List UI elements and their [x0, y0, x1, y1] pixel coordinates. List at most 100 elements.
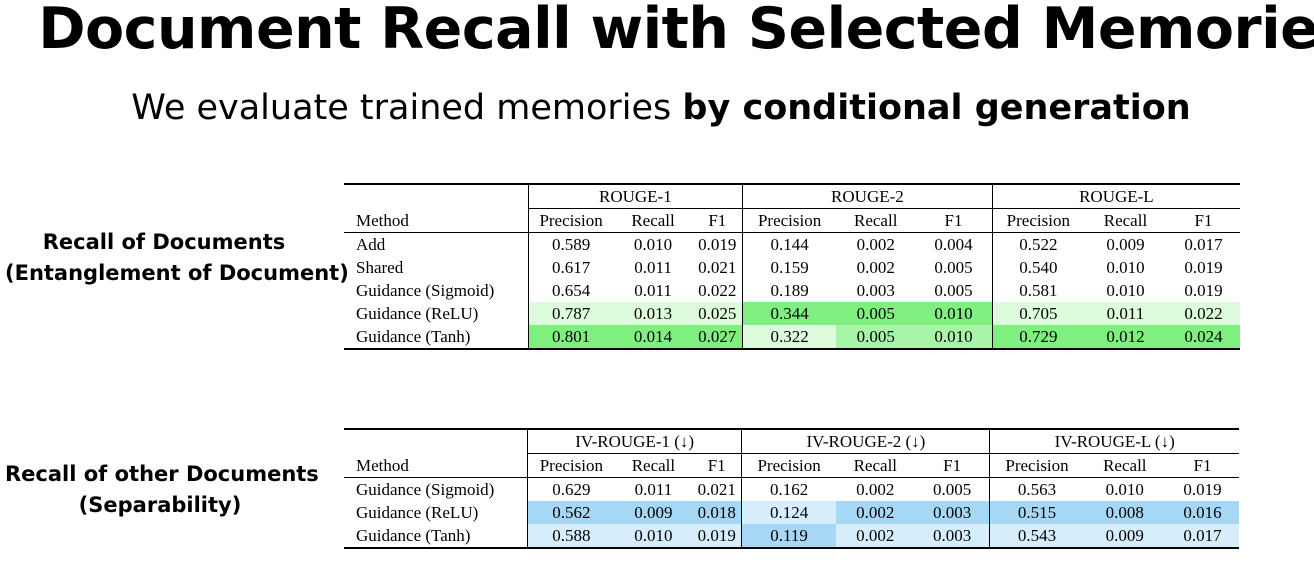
method-column-header: Method — [344, 453, 528, 478]
value-cell: 0.010 — [915, 302, 993, 325]
value-cell: 0.009 — [1106, 235, 1145, 254]
value-cell: 0.009 — [1083, 524, 1166, 549]
value-cell: 0.011 — [634, 480, 673, 499]
table-group-header-row: ROUGE-1 ROUGE-2 ROUGE-L — [344, 183, 1240, 209]
column-header: Precision — [989, 453, 1084, 478]
value-cell: 0.022 — [1167, 302, 1240, 325]
value-cell: 0.011 — [634, 281, 672, 300]
table-row: Guidance (ReLU) 0.787 0.013 0.025 0.344 0.005… — [344, 302, 1240, 325]
table-group-header-row: IV-ROUGE-1 (↓) IV-ROUGE-2 (↓) IV-ROUGE-L… — [344, 428, 1239, 454]
value-cell: 0.162 — [769, 480, 809, 499]
value-cell: 0.019 — [691, 524, 743, 549]
value-cell: 0.018 — [691, 501, 743, 524]
value-cell: 0.009 — [614, 501, 692, 524]
column-header: Recall — [835, 453, 915, 478]
table-subheader-row: Method Precision Recall F1 Precision Rec… — [344, 208, 1240, 233]
value-cell: 0.010 — [633, 235, 673, 254]
value-cell: 0.005 — [836, 302, 916, 325]
value-cell: 0.019 — [1184, 281, 1223, 300]
method-cell: Guidance (ReLU) — [344, 501, 528, 524]
value-cell: 0.322 — [742, 325, 837, 350]
value-cell: 0.002 — [835, 524, 915, 549]
value-cell: 0.515 — [989, 501, 1084, 524]
table-row: Add 0.589 0.010 0.019 0.144 0.002 0.004 0.522 0.… — [344, 232, 1240, 256]
subtitle-bold: by conditional generation — [682, 88, 1191, 128]
section2-label-line1: Recall of other Documents — [5, 462, 319, 486]
column-header: Recall — [836, 208, 916, 233]
value-cell: 0.013 — [613, 302, 693, 325]
value-cell: 0.014 — [613, 325, 693, 350]
section1-label-line1: Recall of Documents — [42, 230, 286, 254]
table-row: Guidance (Tanh) 0.801 0.014 0.027 0.322 0.005… — [344, 325, 1240, 350]
value-cell: 0.019 — [692, 232, 744, 256]
value-cell: 0.124 — [741, 501, 836, 524]
value-cell: 0.021 — [692, 256, 744, 279]
value-cell: 0.004 — [915, 232, 993, 256]
value-cell: 0.019 — [1184, 258, 1223, 277]
value-cell: 0.016 — [1165, 501, 1239, 524]
value-cell: 0.017 — [1165, 524, 1239, 549]
value-cell: 0.705 — [992, 302, 1084, 325]
value-cell: 0.543 — [989, 524, 1084, 549]
column-header: F1 — [691, 453, 743, 478]
value-cell: 0.003 — [856, 281, 895, 300]
column-header: F1 — [915, 208, 993, 233]
table-row: Guidance (Sigmoid) 0.654 0.011 0.022 0.189 0.… — [344, 279, 1240, 302]
method-cell: Guidance (Tanh) — [344, 524, 528, 549]
value-cell: 0.787 — [528, 302, 614, 325]
section2-label-line2: (Separability) — [78, 493, 242, 517]
header-spacer — [344, 183, 529, 209]
method-cell: Shared — [344, 256, 529, 279]
value-cell: 0.027 — [692, 325, 744, 350]
group-header: IV-ROUGE-2 (↓) — [741, 428, 991, 454]
page-subtitle: We evaluate trained memories by conditio… — [0, 88, 1314, 128]
rouge-table: ROUGE-1 ROUGE-2 ROUGE-L Method Precision… — [344, 183, 1240, 350]
value-cell: 0.010 — [1106, 258, 1145, 277]
method-cell: Add — [344, 232, 529, 256]
value-cell: 0.344 — [742, 302, 837, 325]
value-cell: 0.021 — [691, 477, 743, 501]
column-header: F1 — [692, 208, 744, 233]
column-header: F1 — [1167, 208, 1240, 233]
value-cell: 0.119 — [741, 524, 836, 549]
value-cell: 0.010 — [1106, 281, 1145, 300]
column-header: Recall — [1083, 208, 1168, 233]
value-cell: 0.563 — [1017, 480, 1057, 499]
column-header: Precision — [527, 453, 615, 478]
value-cell: 0.581 — [1019, 281, 1058, 300]
value-cell: 0.010 — [614, 524, 692, 549]
table-subheader-row: Method Precision Recall F1 Precision Rec… — [344, 453, 1239, 478]
table-row: Guidance (Sigmoid) 0.629 0.011 0.021 0.162 0.… — [344, 477, 1239, 501]
value-cell: 0.005 — [915, 256, 993, 279]
value-cell: 0.629 — [552, 480, 591, 499]
group-header: IV-ROUGE-1 (↓) — [527, 428, 743, 454]
value-cell: 0.017 — [1184, 235, 1223, 254]
value-cell: 0.011 — [1083, 302, 1168, 325]
value-cell: 0.008 — [1083, 501, 1166, 524]
value-cell: 0.801 — [528, 325, 614, 350]
header-spacer — [344, 428, 528, 454]
value-cell: 0.588 — [527, 524, 615, 549]
value-cell: 0.617 — [551, 258, 591, 277]
value-cell: 0.654 — [551, 281, 591, 300]
value-cell: 0.540 — [1019, 258, 1058, 277]
value-cell: 0.189 — [770, 281, 809, 300]
value-cell: 0.005 — [915, 279, 993, 302]
column-header: F1 — [1165, 453, 1239, 478]
value-cell: 0.003 — [914, 501, 991, 524]
value-cell: 0.729 — [992, 325, 1084, 350]
value-cell: 0.002 — [856, 480, 895, 499]
group-header: IV-ROUGE-L (↓) — [989, 428, 1239, 454]
column-header: Precision — [742, 208, 837, 233]
table-row: Shared 0.617 0.011 0.021 0.159 0.002 0.005 0.54… — [344, 256, 1240, 279]
table-row: Guidance (Tanh) 0.588 0.010 0.019 0.119 0.002… — [344, 524, 1239, 549]
value-cell: 0.522 — [1019, 235, 1058, 254]
group-header: ROUGE-L — [992, 183, 1240, 209]
value-cell: 0.010 — [1105, 480, 1144, 499]
section1-label-line2: (Entanglement of Document) — [5, 261, 349, 285]
value-cell: 0.010 — [915, 325, 993, 350]
value-cell: 0.025 — [692, 302, 744, 325]
group-header: ROUGE-1 — [528, 183, 744, 209]
method-cell: Guidance (Sigmoid) — [344, 279, 529, 302]
method-cell: Guidance (Sigmoid) — [344, 477, 528, 501]
